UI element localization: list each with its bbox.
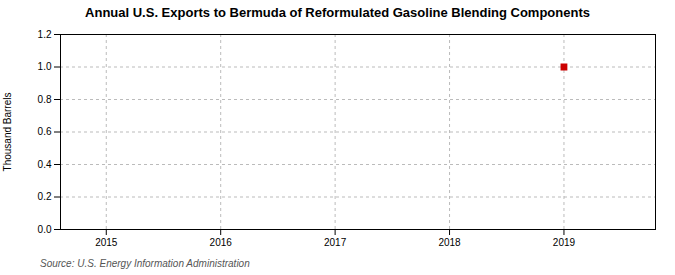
svg-text:0.2: 0.2 bbox=[38, 191, 52, 202]
svg-text:0.0: 0.0 bbox=[38, 224, 52, 235]
svg-text:Thousand Barrels: Thousand Barrels bbox=[2, 93, 13, 172]
svg-text:2016: 2016 bbox=[210, 237, 233, 248]
svg-text:0.8: 0.8 bbox=[38, 94, 52, 105]
svg-text:2019: 2019 bbox=[553, 237, 576, 248]
svg-text:2018: 2018 bbox=[438, 237, 461, 248]
svg-text:2015: 2015 bbox=[95, 237, 118, 248]
svg-text:2017: 2017 bbox=[324, 237, 347, 248]
svg-text:1.2: 1.2 bbox=[38, 29, 52, 40]
svg-text:0.6: 0.6 bbox=[38, 126, 52, 137]
svg-text:1.0: 1.0 bbox=[38, 61, 52, 72]
svg-text:0.4: 0.4 bbox=[38, 159, 52, 170]
html-text:Source: U.S. Energy Informatio: Source: U.S. Energy Information Administ… bbox=[40, 258, 250, 269]
html-text:Annual U.S. Exports to Bermuda: Annual U.S. Exports to Bermuda of Reform… bbox=[85, 5, 590, 20]
